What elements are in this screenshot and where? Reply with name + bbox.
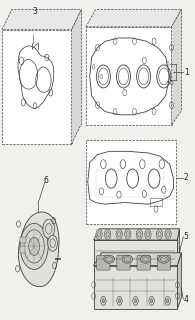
Circle shape — [96, 229, 102, 239]
Circle shape — [105, 229, 111, 239]
Polygon shape — [94, 253, 181, 266]
Bar — [86, 140, 176, 224]
FancyBboxPatch shape — [117, 255, 130, 270]
Ellipse shape — [158, 255, 169, 263]
Polygon shape — [86, 10, 181, 27]
Polygon shape — [94, 229, 179, 240]
Polygon shape — [172, 10, 181, 125]
Text: 2: 2 — [184, 173, 189, 182]
FancyBboxPatch shape — [97, 255, 110, 270]
Bar — [94, 240, 177, 270]
Circle shape — [165, 296, 170, 305]
Circle shape — [116, 229, 122, 239]
Circle shape — [167, 299, 169, 303]
Text: 6: 6 — [43, 176, 48, 185]
Ellipse shape — [140, 255, 151, 263]
Ellipse shape — [122, 255, 133, 263]
Circle shape — [29, 237, 40, 255]
Circle shape — [48, 235, 58, 251]
Circle shape — [43, 219, 55, 238]
Bar — [150, 198, 162, 206]
Circle shape — [133, 296, 138, 305]
Circle shape — [117, 296, 122, 305]
Circle shape — [151, 299, 153, 303]
Circle shape — [20, 223, 48, 269]
Bar — [20, 237, 26, 243]
Polygon shape — [18, 212, 59, 287]
Text: 1: 1 — [184, 68, 189, 76]
FancyBboxPatch shape — [137, 255, 150, 270]
Bar — [96, 170, 164, 197]
Polygon shape — [177, 253, 181, 309]
Circle shape — [165, 229, 171, 239]
Text: 5: 5 — [184, 232, 189, 241]
Circle shape — [156, 229, 163, 239]
Circle shape — [118, 299, 121, 303]
Circle shape — [101, 296, 106, 305]
Polygon shape — [177, 229, 179, 270]
Circle shape — [136, 229, 143, 239]
Bar — [86, 27, 172, 125]
Bar — [94, 266, 177, 309]
Circle shape — [125, 229, 131, 239]
Circle shape — [102, 299, 105, 303]
Polygon shape — [72, 10, 81, 144]
Circle shape — [149, 296, 154, 305]
Bar — [20, 246, 25, 253]
Ellipse shape — [104, 255, 114, 263]
Bar — [2, 30, 72, 144]
FancyBboxPatch shape — [157, 255, 170, 270]
Circle shape — [145, 229, 151, 239]
Circle shape — [134, 299, 137, 303]
Text: 3: 3 — [33, 7, 37, 16]
Polygon shape — [2, 10, 81, 30]
Text: 4: 4 — [184, 295, 189, 304]
